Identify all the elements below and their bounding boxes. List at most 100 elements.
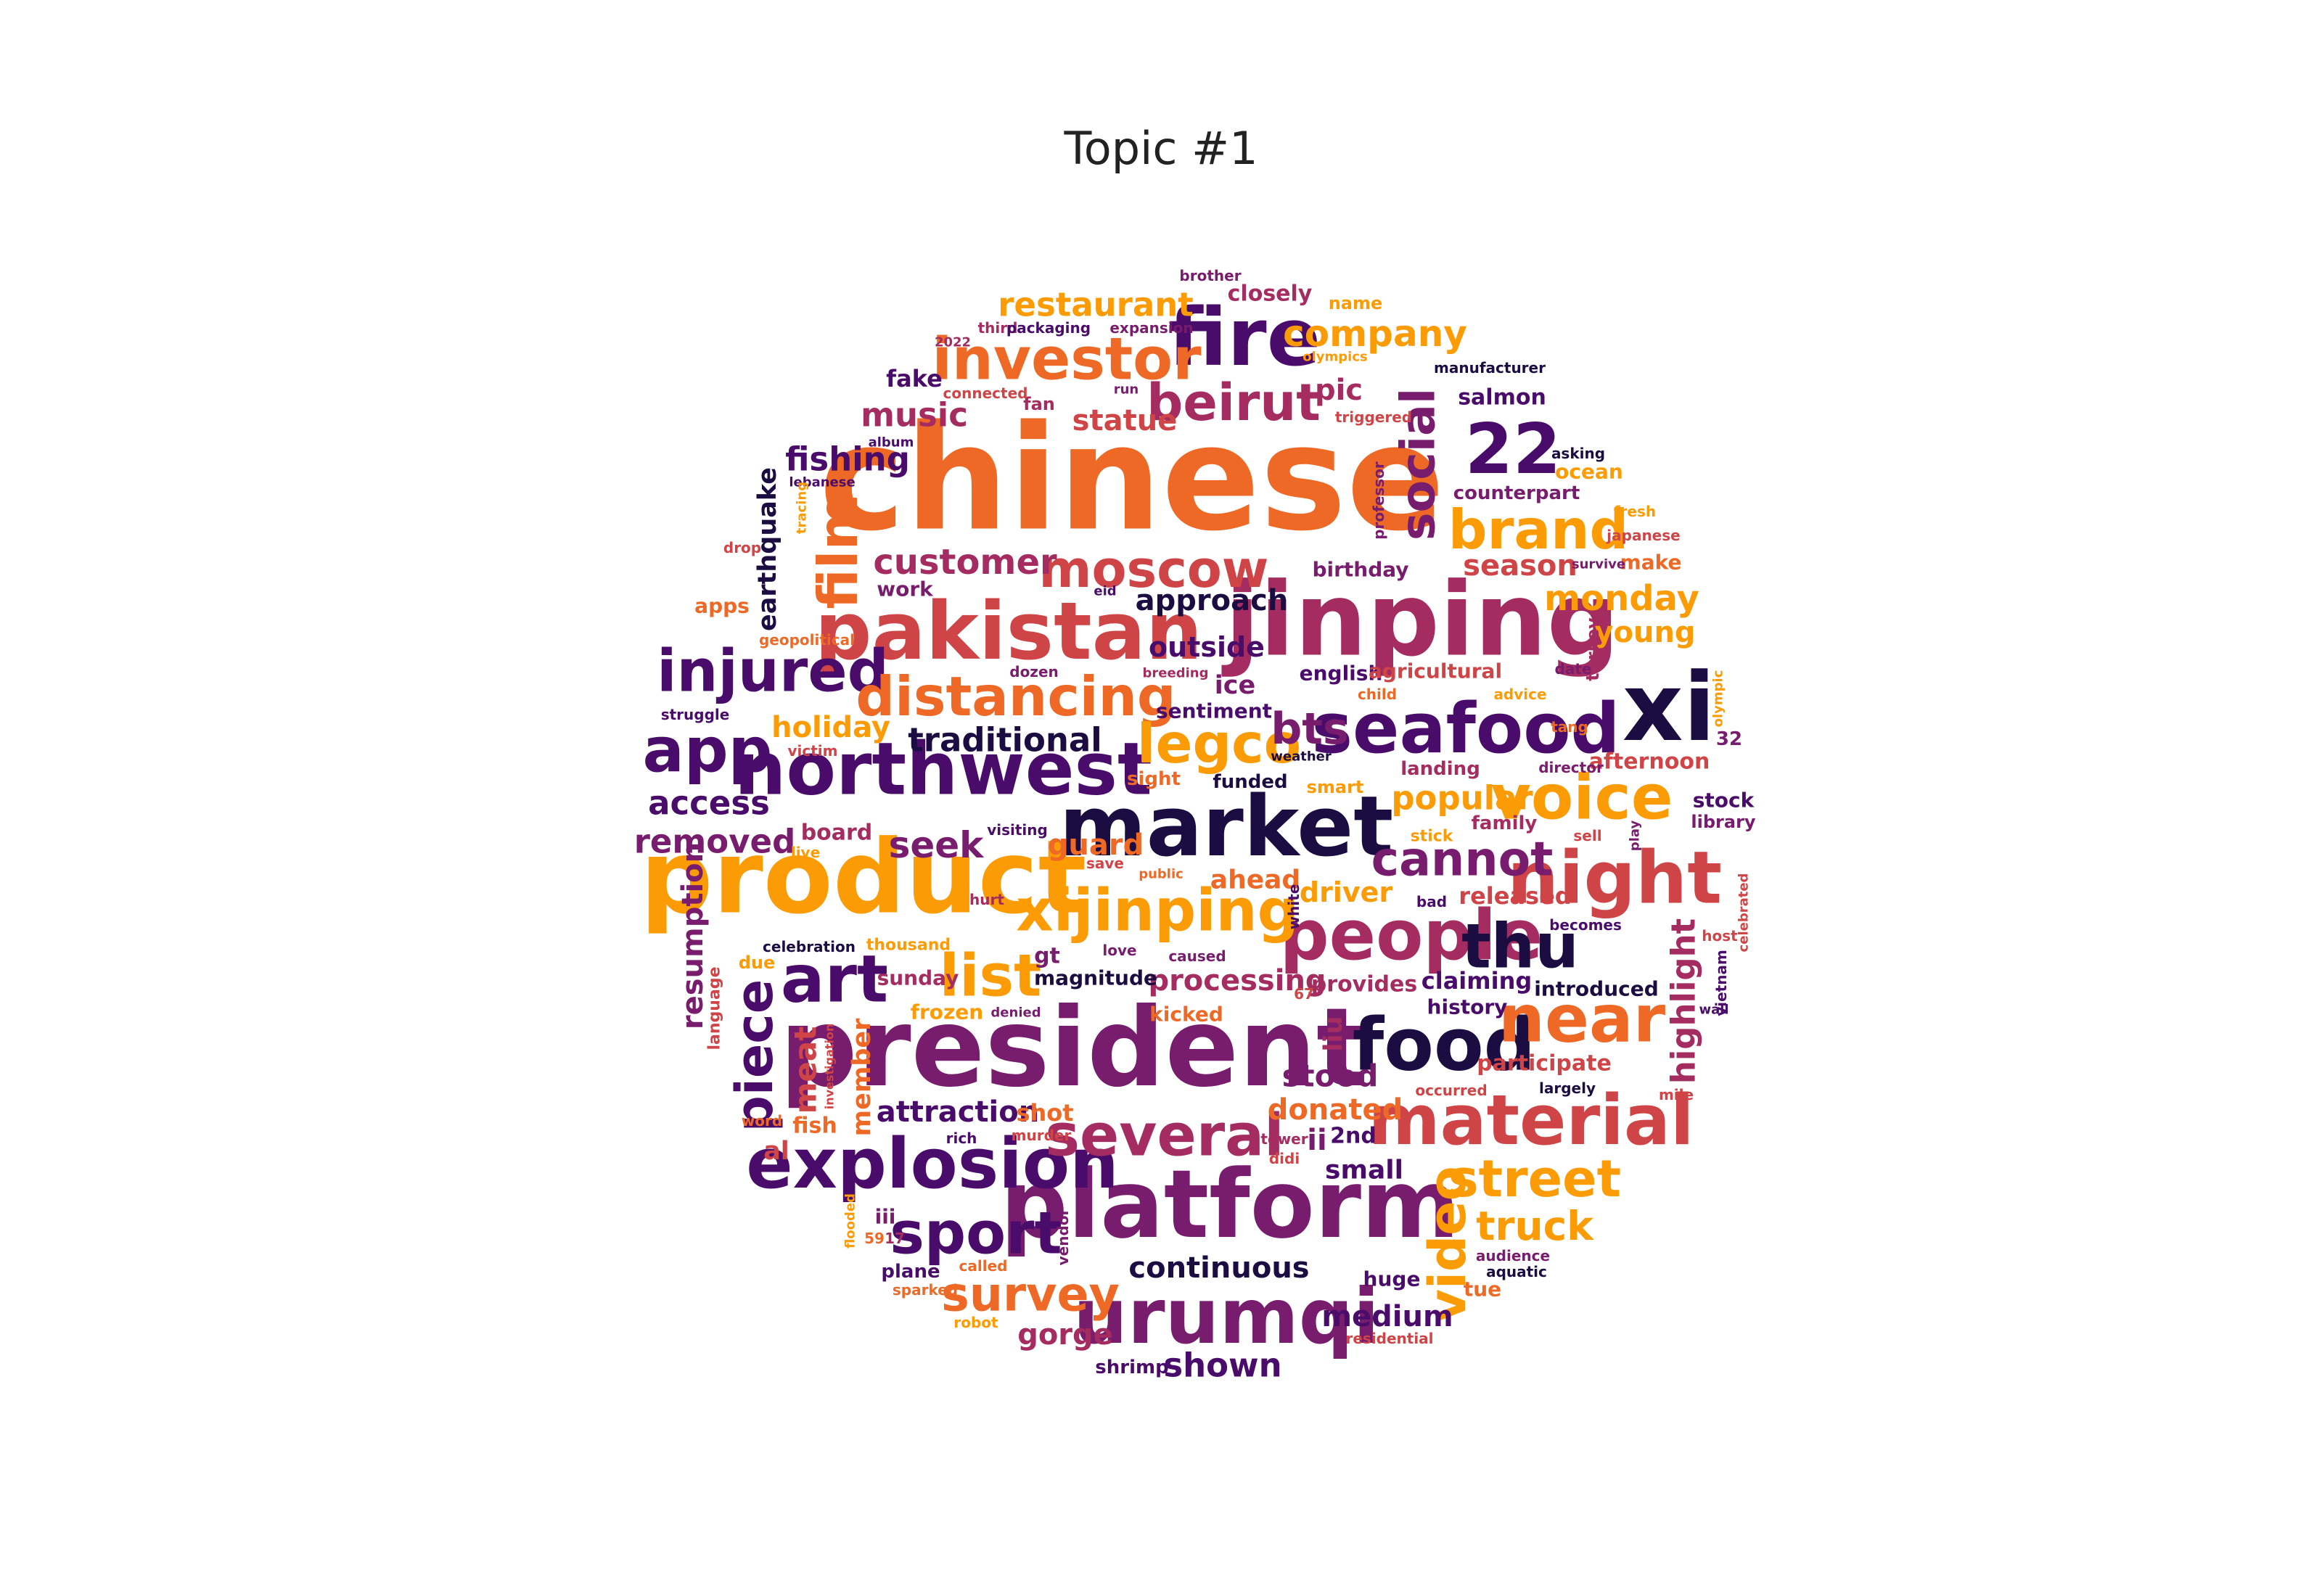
word-beirut: beirut <box>1146 373 1320 432</box>
word-run: run <box>1114 382 1139 398</box>
word-save: save <box>1086 855 1124 872</box>
word-advice: advice <box>1493 686 1546 703</box>
word-visiting: visiting <box>987 821 1048 839</box>
word-stick: stick <box>1411 828 1454 846</box>
word-survey: survey <box>941 1268 1120 1323</box>
word-caused: caused <box>1168 947 1226 965</box>
word-apps: apps <box>694 594 750 618</box>
word-vietnam: vietnam <box>1712 950 1730 1016</box>
word-victim: victim <box>787 742 837 760</box>
word-seek: seek <box>889 824 985 866</box>
word-huge: huge <box>1363 1267 1421 1291</box>
word-processing: processing <box>1148 964 1326 998</box>
word-product: product <box>640 819 1086 937</box>
word-brand: brand <box>1448 498 1628 562</box>
word-thu: thu <box>1461 911 1579 983</box>
word-investor: investor <box>932 326 1202 393</box>
word-library: library <box>1691 812 1756 832</box>
word-fish: fish <box>792 1114 837 1139</box>
word-gorge: gorge <box>1017 1318 1113 1352</box>
word-flooded: flooded <box>843 1193 858 1249</box>
word-2022: 2022 <box>935 335 971 350</box>
word-music: music <box>861 396 968 435</box>
word-company: company <box>1283 313 1467 355</box>
word-residential: residential <box>1345 1330 1433 1347</box>
word-fishing: fishing <box>785 440 910 479</box>
word-attraction: attraction <box>877 1095 1039 1129</box>
word-ii: ii <box>1307 1124 1326 1157</box>
word-work: work <box>877 577 934 601</box>
word-smart: smart <box>1307 777 1364 797</box>
word-tue: tue <box>1464 1278 1501 1301</box>
word-celebrated: celebrated <box>1736 873 1752 953</box>
word-several: several <box>1045 1102 1284 1169</box>
word-professor: professor <box>1370 461 1387 540</box>
word-material: material <box>1368 1081 1694 1161</box>
word-date: date <box>1555 660 1592 678</box>
word-driver: driver <box>1300 876 1393 908</box>
word-legco: legco <box>1137 712 1301 776</box>
word-al: al <box>763 1137 789 1166</box>
word-struggle: struggle <box>661 706 730 723</box>
word-cannot: cannot <box>1371 833 1554 887</box>
word-child: child <box>1358 686 1397 703</box>
word-drop: drop <box>723 539 761 556</box>
word-funded: funded <box>1213 771 1287 793</box>
word-stock: stock <box>1693 789 1755 813</box>
word-bts: bts <box>1271 704 1348 754</box>
word-olympics: olympics <box>1302 350 1367 365</box>
word-voice: voice <box>1491 762 1673 834</box>
word-celebration: celebration <box>763 938 856 955</box>
word-film: film <box>806 493 870 609</box>
word-shot: shot <box>1016 1099 1073 1127</box>
word-night: night <box>1507 836 1722 921</box>
word-geopolitical: geopolitical <box>759 631 855 649</box>
word-investigation: investigation <box>823 1024 837 1110</box>
word-make: make <box>1620 551 1682 575</box>
word-sparked: sparked <box>893 1281 958 1299</box>
word-family: family <box>1472 813 1538 834</box>
word-app: app <box>642 715 772 787</box>
word-connected: connected <box>943 384 1028 402</box>
word-survive: survive <box>1572 557 1625 572</box>
word-live: live <box>791 844 820 861</box>
word-largely: largely <box>1539 1079 1596 1097</box>
word-chinese: chinese <box>819 395 1445 564</box>
word-director: director <box>1538 759 1604 776</box>
word-ahead: ahead <box>1210 865 1300 895</box>
word-sport: sport <box>890 1200 1062 1267</box>
word-gt: gt <box>1034 944 1060 969</box>
word-rich: rich <box>946 1130 977 1147</box>
word-urumqi: urumqi <box>1073 1272 1379 1361</box>
word-thousand: thousand <box>866 937 951 955</box>
word-mile: mile <box>1659 1086 1694 1103</box>
word-introduced: introduced <box>1534 977 1659 1001</box>
word-list: list <box>940 942 1042 1010</box>
word-fresh: fresh <box>1614 503 1656 520</box>
word-packaging: packaging <box>1006 319 1091 337</box>
word-white: white <box>1285 884 1302 930</box>
word-called: called <box>959 1257 1008 1275</box>
word-video: video <box>1418 1166 1477 1322</box>
word-customer: customer <box>873 542 1057 583</box>
word-tower: tower <box>1260 1130 1308 1148</box>
word-participate: participate <box>1477 1051 1612 1077</box>
word-piece: piece <box>725 979 784 1132</box>
topic-title: Topic #1 <box>1064 122 1258 175</box>
word-dozen: dozen <box>1009 663 1059 680</box>
word-outside: outside <box>1149 631 1265 663</box>
word-resumption: resumption <box>676 842 710 1029</box>
word-street: street <box>1448 1149 1621 1209</box>
word-brother: brother <box>1179 267 1241 284</box>
word-birthday: birthday <box>1312 558 1408 582</box>
word-59: 59 <box>864 1230 885 1247</box>
word-magnitude: magnitude <box>1034 966 1157 990</box>
word-play: play <box>1628 820 1643 852</box>
word-jinping: jinping <box>1221 562 1620 680</box>
word-distancing: distancing <box>856 665 1176 728</box>
word-pic: pic <box>1315 374 1363 407</box>
word-olympic: olympic <box>1711 670 1726 728</box>
word-afternoon: afternoon <box>1589 749 1710 775</box>
word-traditional: traditional <box>908 721 1101 760</box>
word-plane: plane <box>881 1261 940 1283</box>
